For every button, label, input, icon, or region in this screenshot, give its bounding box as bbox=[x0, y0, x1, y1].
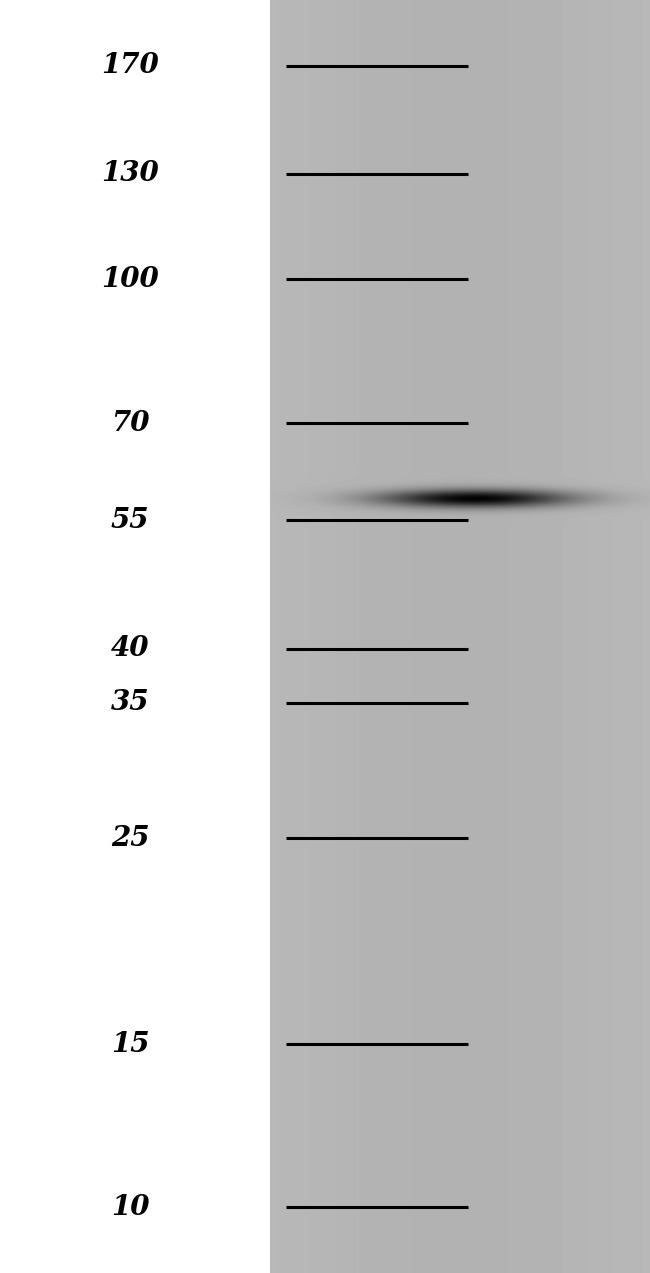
Text: 35: 35 bbox=[111, 689, 150, 715]
Text: 25: 25 bbox=[111, 825, 150, 852]
FancyBboxPatch shape bbox=[0, 0, 270, 1273]
FancyBboxPatch shape bbox=[270, 0, 650, 1273]
Text: 130: 130 bbox=[101, 160, 159, 187]
Text: 70: 70 bbox=[111, 410, 150, 437]
Text: 55: 55 bbox=[111, 507, 150, 533]
Text: 100: 100 bbox=[101, 266, 159, 293]
Text: 15: 15 bbox=[111, 1031, 150, 1058]
Text: 10: 10 bbox=[111, 1194, 150, 1221]
Text: 170: 170 bbox=[101, 52, 159, 79]
Text: 40: 40 bbox=[111, 635, 150, 662]
